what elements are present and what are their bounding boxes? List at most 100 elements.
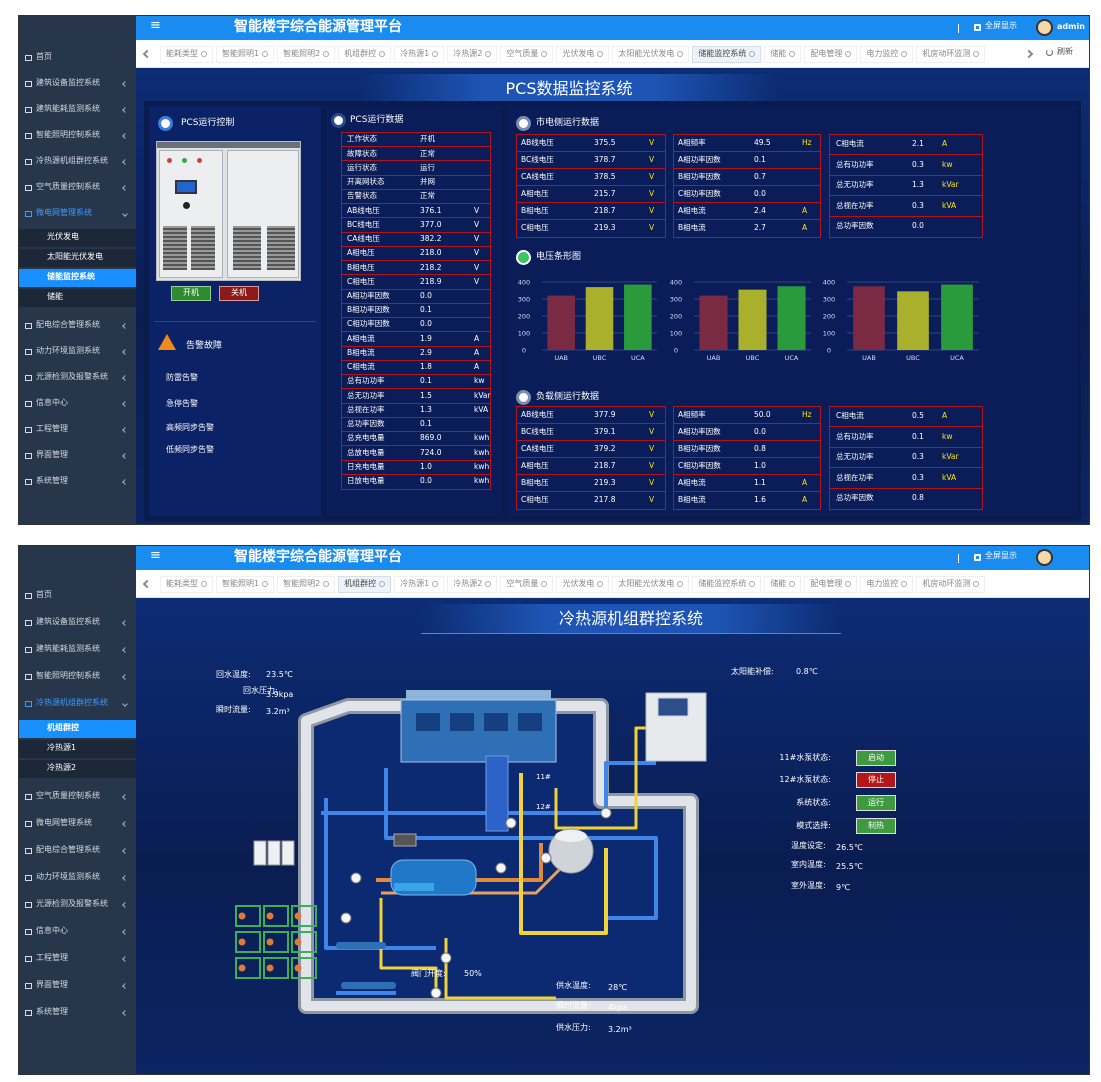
- tab[interactable]: 空气质量: [500, 576, 554, 593]
- status-button[interactable]: 停止: [856, 772, 896, 788]
- menu-item[interactable]: 建筑设备监控系统: [19, 75, 136, 93]
- tab-scroll-left[interactable]: [142, 49, 152, 59]
- menu-item[interactable]: 首页: [19, 587, 136, 605]
- tab[interactable]: 机组群控: [338, 576, 392, 593]
- tab[interactable]: 冷热源2: [447, 46, 498, 63]
- fullscreen-button[interactable]: 全屏显示: [974, 551, 1044, 564]
- submenu-item[interactable]: 太阳能光伏发电: [19, 249, 136, 267]
- cell-value: 377.9: [594, 409, 616, 419]
- tab[interactable]: 智能照明1: [216, 576, 275, 593]
- tab-scroll-right[interactable]: [1024, 49, 1034, 59]
- tab[interactable]: 冷热源1: [394, 576, 445, 593]
- submenu-item[interactable]: 冷热源1: [19, 740, 136, 758]
- y-tick-label: 0: [827, 347, 831, 355]
- table-row: B相电流 2.7 A: [674, 220, 820, 237]
- tab[interactable]: 空气质量: [500, 46, 554, 63]
- tab[interactable]: 智能照明2: [277, 576, 336, 593]
- sidebar: 首页建筑设备监控系统 建筑能耗监测系统 智能照明控制系统 冷热源机组群控系统 机组群控冷…: [19, 546, 136, 1074]
- tab[interactable]: 太阳能光伏发电: [612, 46, 690, 63]
- submenu-item[interactable]: 冷热源2: [19, 760, 136, 778]
- menu-toggle[interactable]: ≡: [150, 548, 161, 563]
- cell-label: A相电流: [678, 205, 706, 215]
- tab[interactable]: 能耗类型: [160, 46, 213, 63]
- submenu-item[interactable]: 储能: [19, 289, 136, 307]
- menu-item[interactable]: 微电网管理系统: [19, 815, 136, 833]
- tab[interactable]: 太阳能光伏发电: [612, 576, 690, 593]
- menu-item[interactable]: 冷热源机组群控系统: [19, 153, 136, 171]
- cell-label: CA线电压: [347, 234, 380, 244]
- menu-item[interactable]: 建筑设备监控系统: [19, 614, 136, 632]
- menu-icon: [25, 929, 32, 935]
- menu-item[interactable]: 微电网管理系统: [19, 205, 136, 223]
- submenu-item[interactable]: 光伏发电: [19, 229, 136, 247]
- menu-item[interactable]: 系统管理: [19, 473, 136, 491]
- tab[interactable]: 智能照明2: [277, 46, 336, 63]
- tab[interactable]: 机房动环监测: [916, 576, 986, 593]
- menu-item[interactable]: 系统管理: [19, 1004, 136, 1022]
- pump-unit: [291, 905, 317, 927]
- tab[interactable]: 智能照明1: [216, 46, 275, 63]
- menu-item[interactable]: 工程管理: [19, 950, 136, 968]
- cell-label: 工作状态: [347, 134, 377, 144]
- menu-item[interactable]: 动力环境监测系统: [19, 869, 136, 887]
- fullscreen-button[interactable]: 全屏显示: [974, 21, 1044, 34]
- menu-item[interactable]: 配电综合管理系统: [19, 842, 136, 860]
- pipe-blue: [321, 761, 656, 815]
- tab[interactable]: 光伏发电: [556, 46, 610, 63]
- status-button[interactable]: 运行: [856, 795, 896, 811]
- menu-item[interactable]: 信息中心: [19, 923, 136, 941]
- submenu-item[interactable]: 机组群控: [19, 720, 136, 738]
- cell-label: A相电压: [521, 188, 549, 198]
- tab[interactable]: 储能监控系统: [692, 46, 762, 63]
- refresh-button[interactable]: 刷新: [1046, 47, 1086, 60]
- menu-item[interactable]: 工程管理: [19, 421, 136, 439]
- menu-toggle[interactable]: ≡: [150, 18, 161, 33]
- submenu-item[interactable]: 储能监控系统: [19, 269, 136, 287]
- user-menu[interactable]: [1036, 549, 1089, 567]
- tab[interactable]: 机房动环监测: [916, 46, 986, 63]
- bar: [777, 286, 806, 350]
- menu-item[interactable]: 光源检测及报警系统: [19, 896, 136, 914]
- y-tick-label: 100: [823, 330, 835, 338]
- status-button[interactable]: 制热: [856, 818, 896, 834]
- tab[interactable]: 储能: [764, 46, 802, 63]
- tab[interactable]: 储能监控系统: [692, 576, 762, 593]
- menu-item[interactable]: 界面管理: [19, 447, 136, 465]
- menu-item[interactable]: 空气质量控制系统: [19, 788, 136, 806]
- tab[interactable]: 配电管理: [804, 46, 858, 63]
- tab[interactable]: 光伏发电: [556, 576, 610, 593]
- menu-item[interactable]: 信息中心: [19, 395, 136, 413]
- menu-item[interactable]: 光源检测及报警系统: [19, 369, 136, 387]
- pump-head: [266, 938, 274, 946]
- cell-unit: V: [649, 460, 655, 470]
- menu-item[interactable]: 冷热源机组群控系统: [19, 695, 136, 713]
- menu-item[interactable]: 空气质量控制系统: [19, 179, 136, 197]
- table-row: B相电压 218.7 V: [517, 203, 665, 220]
- cell-label: A相频率: [678, 137, 706, 147]
- indicator-light: [167, 158, 172, 163]
- status-button[interactable]: 启动: [856, 750, 896, 766]
- tab-scroll-left[interactable]: [142, 579, 152, 589]
- menu-item[interactable]: 配电综合管理系统: [19, 317, 136, 335]
- tab[interactable]: 冷热源1: [394, 46, 445, 63]
- stop-button[interactable]: 关机: [219, 286, 259, 301]
- tab[interactable]: 配电管理: [804, 576, 858, 593]
- menu-item[interactable]: 建筑能耗监测系统: [19, 101, 136, 119]
- menu-item[interactable]: 动力环境监测系统: [19, 343, 136, 361]
- section-icon: [516, 116, 531, 131]
- tab[interactable]: 冷热源2: [447, 576, 498, 593]
- start-button[interactable]: 开机: [171, 286, 211, 301]
- menu-item[interactable]: 智能照明控制系统: [19, 127, 136, 145]
- tab[interactable]: 机组群控: [338, 46, 392, 63]
- reading-value: 50%: [464, 969, 482, 978]
- user-menu[interactable]: admin: [1036, 19, 1089, 37]
- menu-item[interactable]: 界面管理: [19, 977, 136, 995]
- tab[interactable]: 电力监控: [860, 46, 914, 63]
- tab[interactable]: 能耗类型: [160, 576, 213, 593]
- tab[interactable]: 电力监控: [860, 576, 914, 593]
- menu-item[interactable]: 智能照明控制系统: [19, 668, 136, 686]
- menu-item[interactable]: 首页: [19, 49, 136, 67]
- menu-item[interactable]: 建筑能耗监测系统: [19, 641, 136, 659]
- reading-label: 供水温度:: [556, 981, 591, 990]
- tab[interactable]: 储能: [764, 576, 802, 593]
